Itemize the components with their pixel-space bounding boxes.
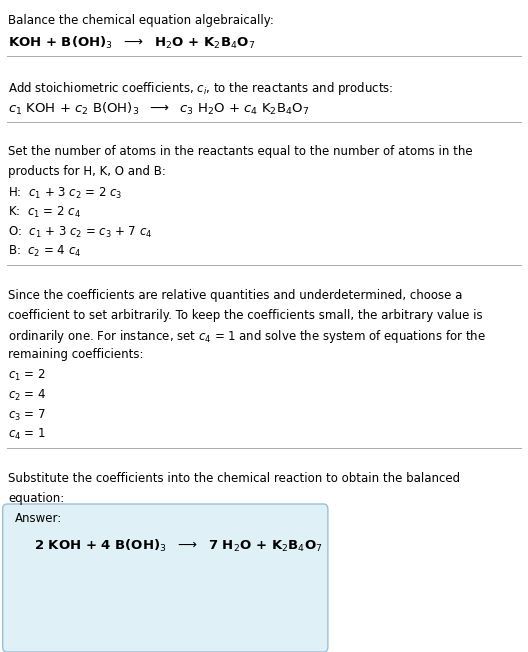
- Text: 2 KOH + 4 B(OH)$_3$  $\longrightarrow$  7 H$_2$O + K$_2$B$_4$O$_7$: 2 KOH + 4 B(OH)$_3$ $\longrightarrow$ 7 …: [34, 538, 323, 554]
- Text: Since the coefficients are relative quantities and underdetermined, choose a: Since the coefficients are relative quan…: [8, 289, 463, 302]
- Text: B:  $c_2$ = 4 $c_4$: B: $c_2$ = 4 $c_4$: [8, 244, 81, 259]
- Text: equation:: equation:: [8, 492, 64, 505]
- Text: Add stoichiometric coefficients, $c_i$, to the reactants and products:: Add stoichiometric coefficients, $c_i$, …: [8, 80, 393, 97]
- Text: Substitute the coefficients into the chemical reaction to obtain the balanced: Substitute the coefficients into the che…: [8, 472, 460, 485]
- Text: O:  $c_1$ + 3 $c_2$ = $c_3$ + 7 $c_4$: O: $c_1$ + 3 $c_2$ = $c_3$ + 7 $c_4$: [8, 224, 152, 240]
- Text: products for H, K, O and B:: products for H, K, O and B:: [8, 165, 166, 178]
- Text: $c_3$ = 7: $c_3$ = 7: [8, 408, 46, 422]
- Text: ordinarily one. For instance, set $c_4$ = 1 and solve the system of equations fo: ordinarily one. For instance, set $c_4$ …: [8, 328, 486, 346]
- Text: KOH + B(OH)$_3$  $\longrightarrow$  H$_2$O + K$_2$B$_4$O$_7$: KOH + B(OH)$_3$ $\longrightarrow$ H$_2$O…: [8, 35, 255, 51]
- Text: $c_4$ = 1: $c_4$ = 1: [8, 427, 45, 442]
- Text: H:  $c_1$ + 3 $c_2$ = 2 $c_3$: H: $c_1$ + 3 $c_2$ = 2 $c_3$: [8, 185, 122, 201]
- Text: remaining coefficients:: remaining coefficients:: [8, 348, 144, 361]
- Text: Balance the chemical equation algebraically:: Balance the chemical equation algebraica…: [8, 14, 274, 27]
- Text: K:  $c_1$ = 2 $c_4$: K: $c_1$ = 2 $c_4$: [8, 205, 81, 220]
- Text: coefficient to set arbitrarily. To keep the coefficients small, the arbitrary va: coefficient to set arbitrarily. To keep …: [8, 308, 483, 321]
- Text: $c_1$ = 2: $c_1$ = 2: [8, 368, 45, 383]
- FancyBboxPatch shape: [3, 504, 328, 652]
- Text: Set the number of atoms in the reactants equal to the number of atoms in the: Set the number of atoms in the reactants…: [8, 145, 473, 158]
- Text: Answer:: Answer:: [15, 512, 62, 526]
- Text: $c_1$ KOH + $c_2$ B(OH)$_3$  $\longrightarrow$  $c_3$ H$_2$O + $c_4$ K$_2$B$_4$O: $c_1$ KOH + $c_2$ B(OH)$_3$ $\longrighta…: [8, 100, 309, 117]
- Text: $c_2$ = 4: $c_2$ = 4: [8, 388, 46, 403]
